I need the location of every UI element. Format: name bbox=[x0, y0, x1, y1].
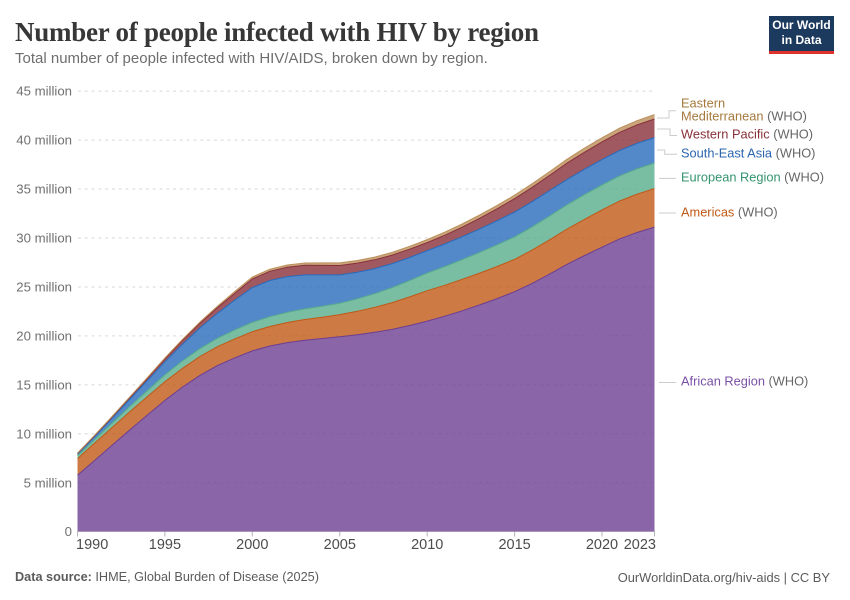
svg-text:5 million: 5 million bbox=[24, 475, 72, 490]
svg-text:35 million: 35 million bbox=[16, 182, 72, 197]
svg-text:2015: 2015 bbox=[498, 537, 530, 553]
svg-text:Eastern: Eastern bbox=[681, 96, 725, 111]
svg-text:40 million: 40 million bbox=[16, 133, 72, 148]
svg-text:2023: 2023 bbox=[624, 537, 656, 553]
svg-text:African Region (WHO): African Region (WHO) bbox=[681, 374, 808, 389]
svg-text:2010: 2010 bbox=[411, 537, 443, 553]
svg-text:20 million: 20 million bbox=[16, 328, 72, 343]
svg-text:1990: 1990 bbox=[76, 537, 108, 553]
svg-text:25 million: 25 million bbox=[16, 280, 72, 295]
svg-text:1995: 1995 bbox=[149, 537, 181, 553]
svg-text:South-East Asia (WHO): South-East Asia (WHO) bbox=[681, 146, 815, 161]
svg-text:Western Pacific (WHO): Western Pacific (WHO) bbox=[681, 127, 813, 142]
svg-text:2000: 2000 bbox=[236, 537, 268, 553]
svg-text:30 million: 30 million bbox=[16, 231, 72, 246]
svg-text:Mediterranean (WHO): Mediterranean (WHO) bbox=[681, 109, 807, 124]
svg-text:2005: 2005 bbox=[324, 537, 356, 553]
svg-text:10 million: 10 million bbox=[16, 426, 72, 441]
svg-text:45 million: 45 million bbox=[16, 84, 72, 99]
svg-text:Americas (WHO): Americas (WHO) bbox=[681, 205, 778, 220]
svg-text:European Region (WHO): European Region (WHO) bbox=[681, 170, 824, 185]
svg-text:15 million: 15 million bbox=[16, 377, 72, 392]
svg-text:2020: 2020 bbox=[586, 537, 618, 553]
svg-text:0: 0 bbox=[65, 524, 72, 539]
